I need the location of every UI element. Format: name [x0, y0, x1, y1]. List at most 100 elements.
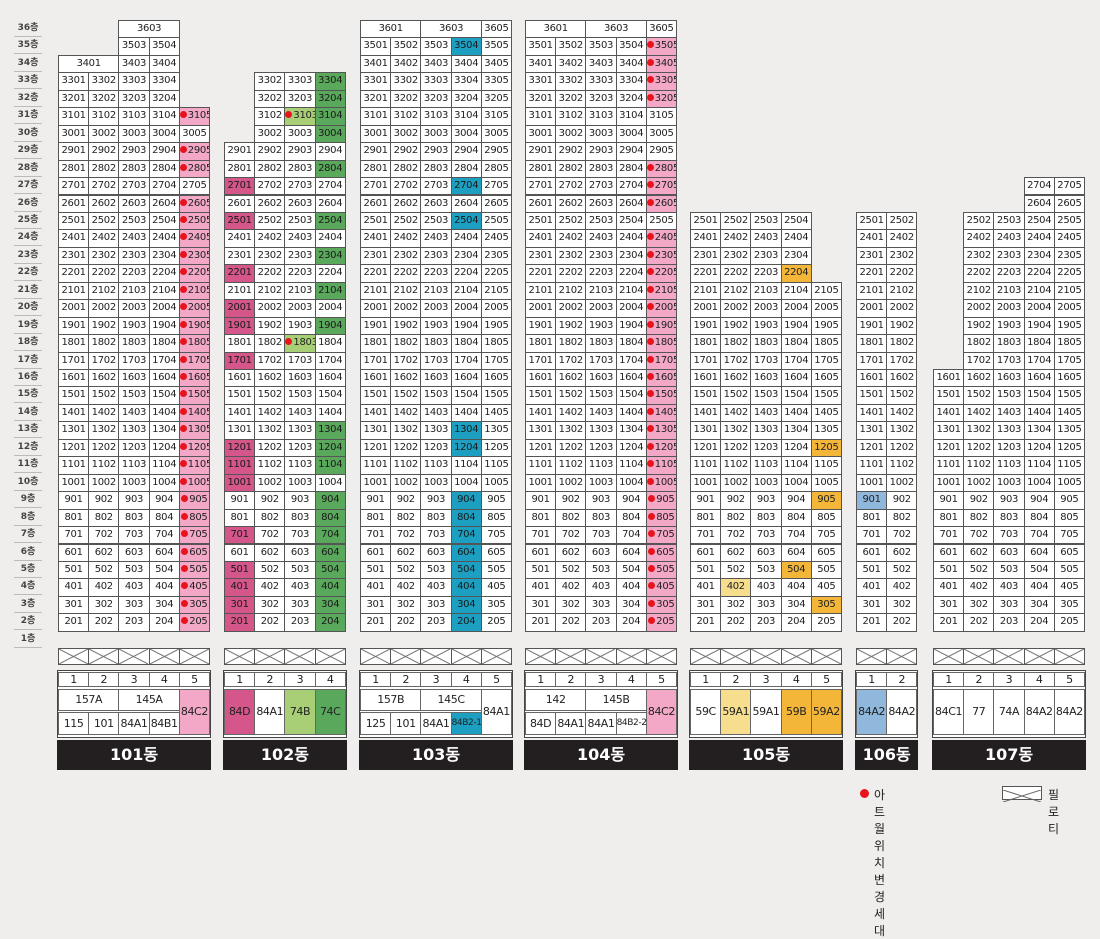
unit-cell: 2202 — [555, 264, 587, 283]
unit-number: 2101 — [61, 284, 86, 296]
unit-number: 2303 — [287, 249, 313, 261]
unit-number: 502 — [726, 563, 745, 575]
unit-number: 1601 — [859, 372, 884, 383]
unit-type-cell: 145A — [118, 689, 180, 711]
unit-number: 403 — [756, 581, 776, 593]
unit-number: 304 — [787, 598, 806, 610]
unit-cell: 2202 — [963, 264, 995, 283]
line-number: 2 — [720, 672, 752, 687]
unit-cell: 1505 — [178, 386, 210, 405]
unit-cell: 2902 — [555, 142, 587, 161]
unit-cell: 2404 — [1023, 229, 1055, 248]
unit-cell: 3603 — [118, 20, 180, 39]
unit-number: 203 — [290, 616, 310, 628]
unit-number: 602 — [396, 546, 415, 558]
unit-number: 1005 — [187, 476, 210, 488]
unit-cell: 2101 — [690, 281, 722, 301]
unit-number: 1603 — [588, 372, 614, 383]
unit-number: 2705 — [1057, 180, 1082, 192]
unit-cell: 2501 — [58, 211, 90, 231]
unit-number: 1002 — [393, 476, 419, 488]
unit-cell: 2603 — [284, 194, 316, 213]
unit-cell: 403 — [750, 578, 782, 597]
line-number: 3 — [420, 672, 452, 687]
unit-number: 3603 — [438, 23, 464, 34]
unit-number: 302 — [726, 598, 745, 610]
unit-cell: 2704 — [314, 177, 346, 196]
unit-cell: 2403 — [585, 229, 617, 248]
unit-number: 1101 — [693, 459, 718, 471]
unit-cell: 903 — [420, 491, 452, 510]
unit-number: 402 — [260, 581, 279, 593]
unit-cell: 1801 — [58, 334, 90, 353]
unit-number: 401 — [64, 581, 83, 593]
unit-cell: 2302 — [254, 246, 286, 266]
unit-cell: 601 — [360, 543, 392, 562]
unit-number: 903 — [124, 494, 144, 506]
unit-number: 603 — [591, 546, 611, 558]
unit-cell: 1804 — [780, 334, 812, 353]
unit-number: 1902 — [966, 319, 992, 331]
unit-number: 2503 — [121, 214, 147, 226]
unit-number: 1801 — [528, 337, 553, 349]
unit-number: 303 — [999, 598, 1019, 610]
unit-number: 2704 — [152, 180, 177, 192]
unit-number: 2302 — [558, 249, 584, 261]
unit-number: 505 — [656, 563, 675, 575]
unit-number: 1604 — [784, 372, 809, 383]
unit-number: 2001 — [693, 302, 718, 314]
unit-number: 702 — [94, 529, 113, 541]
unit-cell: 605 — [810, 543, 842, 562]
unit-cell: 1403 — [420, 403, 452, 423]
unit-number: 802 — [396, 511, 415, 523]
unit-cell: 3003 — [585, 124, 617, 144]
art-wall-dot-icon — [646, 181, 654, 189]
unit-cell: 1905 — [178, 316, 210, 336]
unit-number: 1904 — [454, 319, 479, 331]
unit-cell: 604 — [780, 543, 812, 562]
unit-cell: 302 — [886, 595, 918, 615]
unit-cell: 3201 — [360, 89, 392, 109]
unit-number: 503 — [426, 563, 446, 575]
unit-number: 2703 — [287, 180, 313, 192]
unit-cell: 1901 — [58, 316, 90, 336]
art-wall-dot-icon — [179, 215, 187, 223]
unit-cell: 204 — [1023, 613, 1055, 632]
unit-number: 603 — [124, 546, 144, 558]
unit-number: 703 — [124, 529, 144, 541]
unit-number: 2102 — [723, 284, 749, 296]
unit-cell: 1901 — [690, 316, 722, 336]
unit-cell: 903 — [750, 491, 782, 510]
line-number: 5 — [178, 672, 210, 687]
unit-number: 304 — [1030, 598, 1049, 610]
unit-type-cell: 84A2 — [1053, 689, 1085, 735]
unit-number: 1903 — [996, 319, 1022, 331]
piloti-cell — [58, 648, 90, 665]
unit-number: 2803 — [287, 162, 313, 174]
unit-cell: 1302 — [555, 421, 587, 440]
unit-cell: 1005 — [645, 473, 677, 493]
unit-number: 1702 — [393, 354, 419, 366]
unit-number: 2205 — [654, 267, 677, 279]
unit-cell: 2901 — [224, 142, 256, 161]
unit-number: 3504 — [619, 40, 644, 52]
unit-number: 301 — [862, 598, 881, 610]
unit-cell: 1705 — [645, 351, 677, 370]
unit-cell: 2402 — [254, 229, 286, 248]
unit-number: 1802 — [91, 337, 117, 349]
unit-cell: 204 — [615, 613, 647, 632]
unit-cell: 702 — [886, 526, 918, 545]
unit-number: 1101 — [936, 459, 961, 471]
unit-cell: 3601 — [360, 20, 422, 39]
unit-cell: 2105 — [810, 281, 842, 301]
unit-cell: 3502 — [390, 37, 422, 56]
unit-cell: 3301 — [360, 72, 392, 91]
unit-type-cell: 84A1 — [254, 689, 286, 735]
unit-number: 2203 — [121, 267, 147, 279]
unit-number: 1503 — [423, 389, 449, 401]
unit-number: 1503 — [753, 389, 779, 401]
unit-cell: 902 — [963, 491, 995, 510]
line-number: 1 — [856, 672, 888, 687]
unit-number: 3201 — [528, 92, 553, 104]
art-wall-dot-icon — [181, 599, 189, 607]
